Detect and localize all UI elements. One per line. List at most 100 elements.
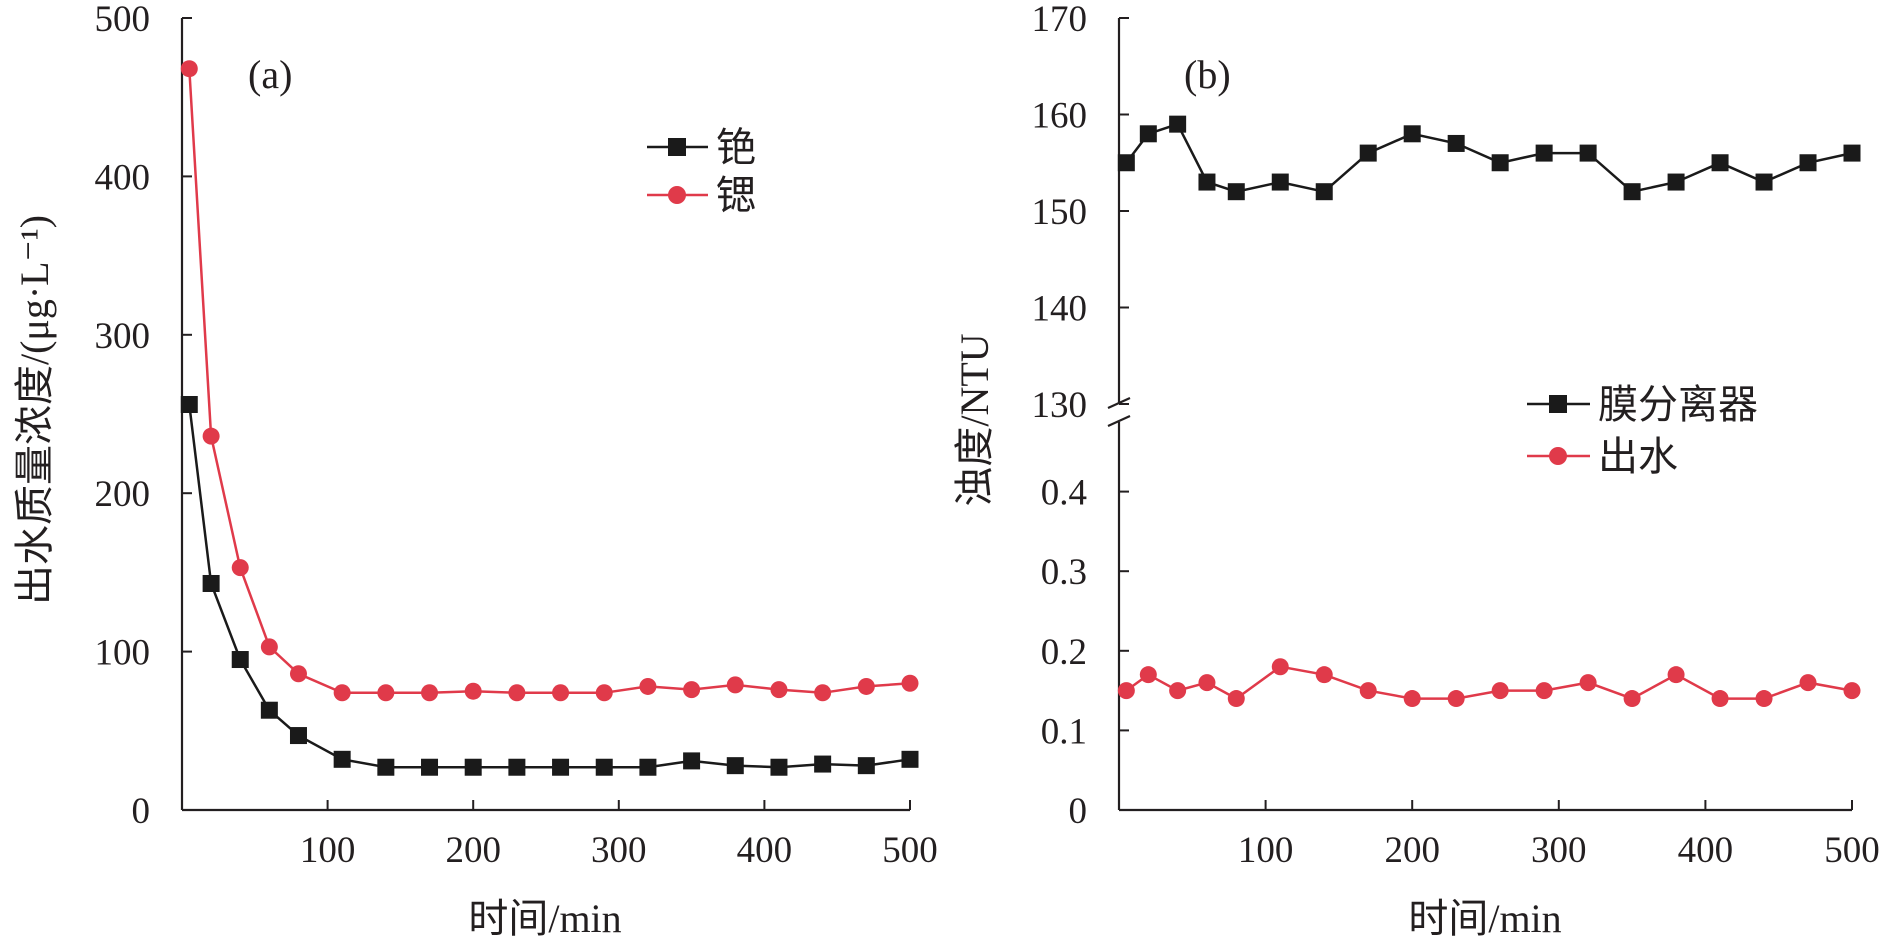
x-tick-label-b-1: 200 (1384, 830, 1440, 871)
data-point-a-0-5 (333, 750, 351, 768)
data-point-a-1-17 (857, 677, 875, 695)
data-point-b-0-15 (1711, 154, 1729, 172)
data-point-a-0-10 (552, 758, 570, 776)
y-axis-ticks-a: 0 100 200 300 400 500 (95, 0, 192, 832)
data-point-a-1-5 (333, 684, 351, 702)
data-point-b-0-18 (1843, 144, 1861, 162)
data-point-b-1-14 (1667, 666, 1685, 684)
data-point-a-0-1 (202, 574, 220, 592)
data-point-a-0-6 (377, 758, 395, 776)
data-point-b-0-9 (1447, 134, 1465, 152)
legend-label-b-1: 出水 (1598, 434, 1678, 479)
y-tick-label-b-upper-4: 170 (1032, 0, 1088, 40)
data-point-a-0-3 (260, 701, 278, 719)
data-point-b-1-15 (1711, 690, 1729, 708)
y-tick-label-a-2: 200 (95, 474, 151, 515)
data-point-a-1-15 (770, 681, 788, 699)
x-axis-title-a: 时间/min (468, 896, 621, 941)
y-tick-label-a-3: 300 (95, 316, 151, 357)
y-tick-label-a-4: 400 (95, 157, 151, 198)
data-point-b-0-12 (1579, 144, 1597, 162)
data-point-a-1-4 (289, 665, 307, 683)
series-line-a-0 (188, 404, 911, 769)
y-tick-label-a-5: 500 (95, 0, 151, 40)
x-tick-label-a-4: 500 (882, 830, 938, 871)
data-point-b-0-16 (1755, 173, 1773, 191)
data-point-b-1-1 (1139, 666, 1157, 684)
data-point-b-1-12 (1579, 674, 1597, 692)
x-tick-label-b-4: 500 (1824, 830, 1880, 871)
data-point-a-0-17 (857, 757, 875, 775)
panel-label-a: (a) (248, 52, 292, 97)
data-point-b-1-7 (1359, 682, 1377, 700)
y-tick-label-b-lower-0: 0 (1069, 791, 1088, 832)
data-point-b-0-1 (1139, 125, 1157, 143)
data-point-a-0-11 (595, 758, 613, 776)
y-tick-label-b-upper-3: 160 (1032, 96, 1088, 137)
data-point-a-0-2 (231, 651, 249, 669)
legend-b: 膜分离器 出水 (1527, 382, 1758, 479)
data-point-b-1-10 (1491, 682, 1509, 700)
legend-a: 铯 锶 (647, 125, 756, 218)
legend-label-a-0: 铯 (716, 125, 756, 170)
y-tick-label-a-1: 100 (95, 633, 151, 674)
data-point-b-0-10 (1491, 154, 1509, 172)
data-point-b-1-0 (1117, 682, 1135, 700)
y-axis-title-a: 出水质量浓度/(μg·L⁻¹) (12, 215, 57, 605)
x-axis-ticks-b: 100 200 300 400 500 (1238, 800, 1880, 871)
y-tick-label-b-lower-2: 0.2 (1041, 632, 1087, 673)
series-line-b-0 (1125, 122, 1853, 194)
y-tick-label-b-upper-2: 150 (1032, 192, 1088, 233)
y-tick-label-b-upper-0: 130 (1032, 385, 1088, 426)
data-point-a-0-14 (726, 757, 744, 775)
data-point-a-1-2 (231, 559, 249, 577)
data-point-b-1-2 (1169, 682, 1187, 700)
y-tick-label-b-lower-3: 0.3 (1041, 552, 1087, 593)
legend-marker-a-0 (668, 138, 686, 156)
axis-break-mark (1107, 396, 1131, 428)
data-point-b-0-11 (1535, 144, 1553, 162)
data-point-b-0-7 (1359, 144, 1377, 162)
x-axis-ticks-a: 100 200 300 400 500 (300, 800, 938, 871)
y-axis-title-b: 浊度/NTU (952, 333, 997, 506)
series-group-b (1117, 115, 1861, 708)
x-tick-label-b-2: 300 (1531, 830, 1587, 871)
data-point-a-1-7 (421, 684, 439, 702)
y-tick-label-b-lower-4: 0.4 (1041, 473, 1087, 514)
data-point-b-0-4 (1227, 183, 1245, 201)
data-point-a-1-18 (901, 674, 919, 692)
data-point-b-1-18 (1843, 682, 1861, 700)
x-tick-label-b-0: 100 (1238, 830, 1294, 871)
data-point-b-1-11 (1535, 682, 1553, 700)
series-line-a-1 (188, 68, 911, 695)
data-point-b-0-2 (1169, 115, 1187, 133)
chart-panel-b: 0 0.1 0.2 0.3 0.4 130 140 150 160 170 100 200 300 40… (952, 0, 1880, 941)
data-point-a-1-13 (683, 681, 701, 699)
data-point-b-0-5 (1271, 173, 1289, 191)
legend-marker-b-1 (1549, 447, 1567, 465)
x-tick-label-b-3: 400 (1678, 830, 1734, 871)
data-point-b-0-14 (1667, 173, 1685, 191)
series-group-a (180, 60, 919, 776)
x-axis-title-b: 时间/min (1408, 896, 1561, 941)
data-point-b-1-5 (1271, 658, 1289, 676)
data-point-a-0-8 (464, 758, 482, 776)
data-point-a-1-3 (260, 638, 278, 656)
x-tick-label-a-0: 100 (300, 830, 356, 871)
y-tick-label-a-0: 0 (132, 791, 151, 832)
data-point-a-1-14 (726, 676, 744, 694)
data-point-b-0-3 (1198, 173, 1216, 191)
data-point-a-1-16 (814, 684, 832, 702)
x-tick-label-a-1: 200 (445, 830, 501, 871)
x-tick-label-a-2: 300 (591, 830, 647, 871)
legend-label-b-0: 膜分离器 (1598, 382, 1758, 427)
legend-marker-b-0 (1549, 395, 1567, 413)
data-point-a-1-11 (595, 684, 613, 702)
data-point-a-0-4 (289, 727, 307, 745)
data-point-b-1-3 (1198, 674, 1216, 692)
data-point-a-1-1 (202, 427, 220, 445)
data-point-a-0-0 (180, 395, 198, 413)
data-point-a-0-13 (683, 752, 701, 770)
data-point-b-0-17 (1799, 154, 1817, 172)
